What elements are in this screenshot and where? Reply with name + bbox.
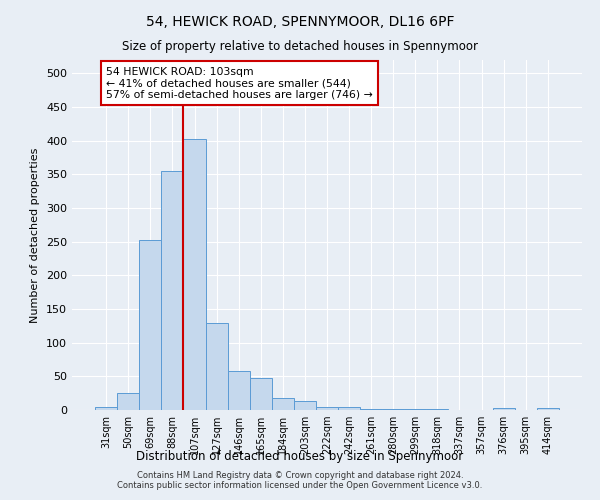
Text: Contains HM Land Registry data © Crown copyright and database right 2024.
Contai: Contains HM Land Registry data © Crown c… xyxy=(118,470,482,490)
Y-axis label: Number of detached properties: Number of detached properties xyxy=(31,148,40,322)
Bar xyxy=(294,400,316,410)
Text: Distribution of detached houses by size in Spennymoor: Distribution of detached houses by size … xyxy=(136,450,464,463)
Bar xyxy=(338,408,360,410)
Bar xyxy=(250,378,272,410)
Bar xyxy=(117,393,139,410)
Bar xyxy=(493,408,515,410)
Bar xyxy=(537,408,559,410)
Bar xyxy=(184,138,206,410)
Bar xyxy=(272,398,294,410)
Text: Size of property relative to detached houses in Spennymoor: Size of property relative to detached ho… xyxy=(122,40,478,53)
Text: 54, HEWICK ROAD, SPENNYMOOR, DL16 6PF: 54, HEWICK ROAD, SPENNYMOOR, DL16 6PF xyxy=(146,15,454,29)
Bar xyxy=(161,171,184,410)
Bar xyxy=(206,322,227,410)
Bar xyxy=(139,240,161,410)
Bar xyxy=(227,371,250,410)
Text: 54 HEWICK ROAD: 103sqm
← 41% of detached houses are smaller (544)
57% of semi-de: 54 HEWICK ROAD: 103sqm ← 41% of detached… xyxy=(106,66,373,100)
Bar xyxy=(95,406,117,410)
Bar xyxy=(316,406,338,410)
